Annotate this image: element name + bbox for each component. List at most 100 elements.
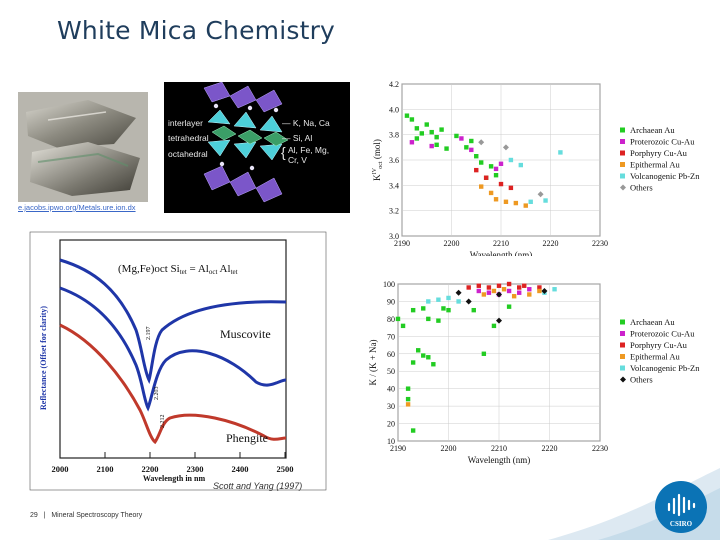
mica-figure: interlayer tetrahedral octahedral — K, N… [18,81,350,213]
data-point [513,200,519,206]
y-tick-label: 3.6 [389,156,399,165]
band-label-3: 2.212 [160,415,166,429]
data-point [429,129,434,135]
data-point [431,362,436,367]
y-tick-label: 4.0 [389,105,399,114]
data-point [441,306,446,311]
y-tick-label: 3.8 [389,131,399,140]
data-point [409,117,415,122]
data-point [424,122,429,127]
legend-entry: Others [630,183,653,193]
spectra-figure: Reflectance (Offset for clarity) (Mg,Fe)… [24,230,330,495]
mica-rock-photo [18,92,148,202]
data-point [508,157,514,163]
data-point [471,307,476,313]
y-tick-label: 20 [387,420,395,429]
y-tick-label: 70 [387,332,395,341]
data-point [405,396,411,402]
data-point [491,288,497,294]
y-tick-label: 3.4 [389,181,399,190]
data-point [454,133,459,139]
data-point [434,142,439,147]
data-point [508,185,514,191]
spectra-equation: (Mg,Fe)oct Sitet = Aloct Altet [118,263,238,276]
label-octahedral-ions: Al, Fe, Mg, [288,145,330,155]
page-number: 29 [30,512,38,519]
footer-label: Mineral Spectroscopy Theory [51,512,143,519]
source-link[interactable]: e.jacobs.ipwo.org/Metals.ure.ion.dx [18,203,136,212]
data-point [496,291,502,298]
data-point [426,355,431,360]
data-point [474,167,479,173]
data-point [552,287,557,292]
legend-entry: Epithermal Au [630,160,681,170]
data-point [522,283,527,288]
y-tick-label: 60 [387,350,395,359]
data-point [474,154,479,159]
spectra-plot-frame [59,239,287,459]
data-point [478,139,485,146]
legend-entry: Proterozoic Cu-Au [630,137,695,147]
spectra-plot: Reflectance (Offset for clarity) (Mg,Fe)… [29,231,327,491]
data-point [409,140,415,145]
legend-marker [620,139,625,144]
data-point [493,166,499,172]
csiro-logo-icon: CSIRO [655,481,707,533]
tetrahedral-ions: Si, Al [292,133,313,143]
legend-entry: Proterozoic Cu-Au [630,329,695,339]
x-tick-label: 2190 [390,444,406,453]
data-point [511,294,517,299]
chart-kiv-oct: 3.0 3.2 3.4 3.6 3.8 4.0 4.2 2190 2200 2210 2220 223… [372,80,700,256]
spectra-xtick: 2000 [52,464,69,474]
data-point [558,150,563,155]
spectrum-curve-3 [59,323,287,445]
data-point [498,161,504,166]
data-point [414,136,420,141]
data-point [400,323,406,329]
data-point [493,197,499,202]
bracket-icon: { [281,144,286,160]
data-point [476,283,481,288]
x-tick-label: 2200 [441,444,457,453]
data-point [496,283,502,288]
chart-k-ratio: 10 20 30 40 50 60 70 80 90 100 2190 2200 2210 2220 223… [368,280,700,465]
spectra-xtick: 2100 [97,464,114,474]
data-point [483,175,489,180]
data-point [434,135,439,140]
label-interlayer: interlayer [168,118,203,128]
legend-entry: Epithermal Au [630,352,681,362]
data-point [488,164,494,169]
legend-marker [620,319,625,325]
legend-entry: Porphyry Cu-Au [630,148,688,158]
data-point [405,386,411,391]
data-point [498,181,504,187]
label-tetrahedral: tetrahedral [168,133,209,143]
data-point [486,285,492,290]
data-point [439,127,444,132]
label-octahedral-ions-2: Cr, V [288,155,307,165]
y-tick-label: 90 [387,297,395,306]
data-point [464,145,469,150]
data-point [466,285,471,290]
data-point [528,199,533,204]
data-point [506,288,512,294]
data-point [493,173,499,178]
slide-title: White Mica Chemistry [57,16,336,45]
data-point [527,287,532,292]
data-point [395,316,401,322]
legend-marker [620,173,625,179]
data-point [476,288,481,294]
spectra-xtick: 2300 [187,464,204,474]
data-point [436,318,441,323]
data-point [491,323,497,329]
legend-marker [620,331,625,336]
data-point [426,299,431,304]
legend-marker [620,365,625,371]
data-point [541,287,548,294]
data-point [446,295,451,301]
data-point [446,307,451,313]
spectra-xtick: 2400 [232,464,249,474]
data-point [421,353,426,358]
x-tick-label: 2210 [491,444,507,453]
legend-marker [620,184,626,191]
